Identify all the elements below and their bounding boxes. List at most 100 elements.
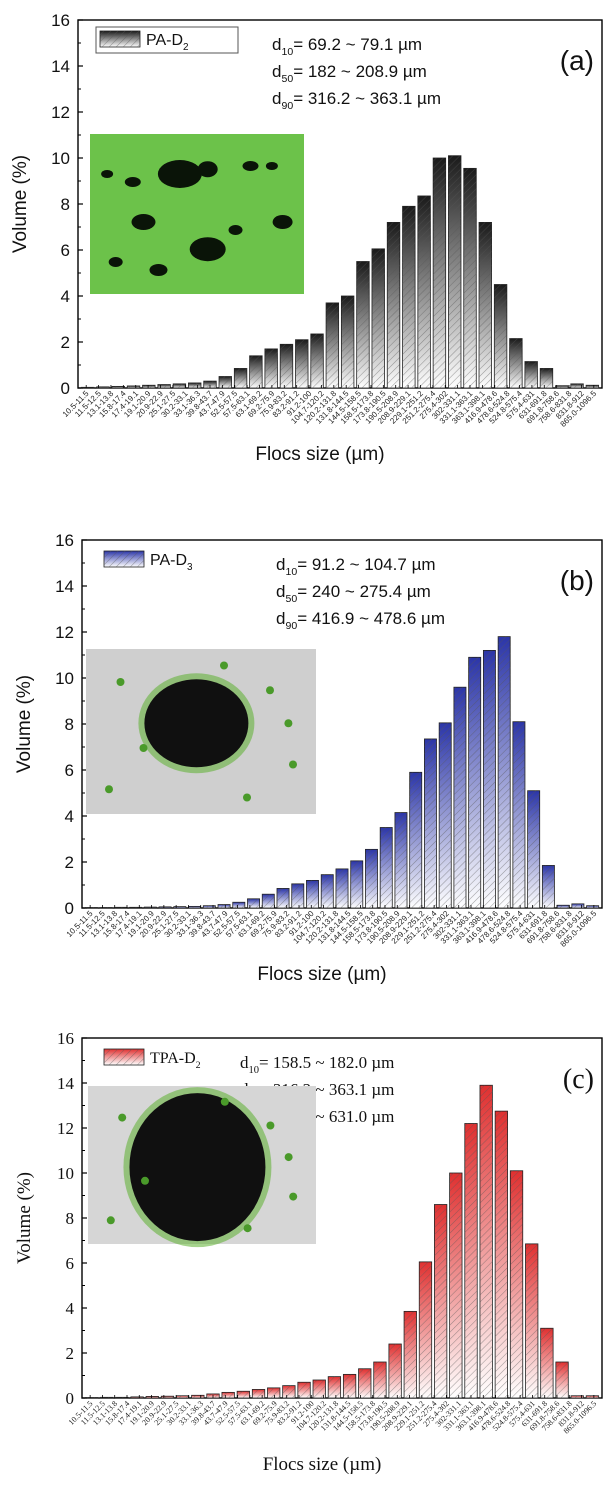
bar-hatch bbox=[464, 1123, 478, 1398]
bar-hatch bbox=[310, 333, 324, 388]
legend: PA-D2 bbox=[95, 26, 239, 54]
annotation-d10-main: d bbox=[276, 555, 285, 574]
bar bbox=[494, 1110, 508, 1399]
bar-hatch bbox=[358, 1368, 371, 1398]
legend-label-subscript: 2 bbox=[183, 42, 189, 53]
bar-hatch bbox=[527, 790, 540, 908]
bar bbox=[218, 376, 232, 389]
bar bbox=[340, 295, 355, 389]
y-tick-label: 4 bbox=[66, 1299, 75, 1318]
bar bbox=[525, 1243, 539, 1399]
x-axis-label: Flocs size (µm) bbox=[257, 964, 386, 985]
bar bbox=[468, 656, 482, 909]
bar bbox=[160, 1395, 175, 1399]
bar bbox=[158, 906, 172, 909]
y-tick-label: 14 bbox=[55, 577, 74, 596]
bar bbox=[202, 905, 216, 909]
floc-particle bbox=[101, 170, 114, 178]
bar-hatch bbox=[173, 383, 186, 388]
bar bbox=[267, 1387, 281, 1399]
bar-hatch bbox=[146, 1396, 159, 1398]
bar-hatch bbox=[176, 1395, 189, 1398]
bar-hatch bbox=[498, 636, 511, 908]
annotation-d90-subscript: 90 bbox=[285, 620, 297, 632]
annotation-d90-value: = 316.2 ~ 363.1 µm bbox=[293, 89, 441, 108]
bar bbox=[217, 904, 231, 909]
bar-hatch bbox=[96, 386, 110, 388]
bar bbox=[556, 904, 570, 909]
y-tick-label: 8 bbox=[65, 715, 74, 734]
bar bbox=[403, 1310, 417, 1399]
floc-particle bbox=[265, 162, 278, 170]
floc-particle bbox=[124, 177, 141, 187]
bar bbox=[509, 1170, 524, 1399]
bar bbox=[463, 167, 477, 389]
y-tick-label: 16 bbox=[51, 11, 70, 30]
y-tick-label: 0 bbox=[65, 899, 74, 918]
bar-hatch bbox=[328, 1376, 341, 1398]
y-tick-label: 12 bbox=[57, 1119, 74, 1138]
inset-background bbox=[90, 134, 304, 294]
bar-hatch bbox=[295, 339, 309, 388]
bar bbox=[173, 906, 187, 909]
bar-hatch bbox=[188, 906, 201, 908]
y-tick-label: 4 bbox=[61, 287, 70, 306]
bar-hatch bbox=[409, 772, 422, 908]
legend-label: TPA-D2 bbox=[150, 1050, 201, 1071]
bar-hatch bbox=[380, 827, 393, 908]
small-particle bbox=[141, 1176, 149, 1185]
floc-particle bbox=[157, 160, 202, 188]
bar-hatch bbox=[173, 906, 186, 908]
small-particle bbox=[220, 661, 228, 670]
bar-hatch bbox=[142, 385, 156, 388]
bar bbox=[453, 686, 467, 909]
y-tick-label: 6 bbox=[65, 761, 74, 780]
legend-label-main: PA-D bbox=[150, 552, 187, 569]
bar-hatch bbox=[262, 894, 275, 908]
y-tick-label: 16 bbox=[57, 1029, 74, 1048]
bar-hatch bbox=[264, 348, 278, 388]
annotation-d10-subscript: 10 bbox=[285, 566, 297, 578]
bar bbox=[157, 384, 171, 389]
bar bbox=[585, 1395, 600, 1399]
bar-hatch bbox=[297, 1382, 311, 1398]
bar bbox=[371, 248, 385, 389]
bar-hatch bbox=[249, 355, 263, 388]
bar bbox=[373, 1361, 387, 1399]
bar bbox=[571, 903, 585, 909]
bar bbox=[402, 205, 416, 389]
small-particle bbox=[220, 1097, 229, 1106]
bar-hatch bbox=[439, 722, 452, 908]
bar bbox=[512, 721, 526, 909]
y-tick-label: 8 bbox=[66, 1209, 75, 1228]
bar bbox=[233, 368, 248, 389]
annotation-d10-value: = 91.2 ~ 104.7 µm bbox=[297, 555, 435, 574]
bar-hatch bbox=[203, 381, 217, 388]
legend-label: PA-D3 bbox=[150, 552, 193, 573]
bar-hatch bbox=[252, 1389, 265, 1398]
y-tick-label: 4 bbox=[65, 807, 74, 826]
bar-hatch bbox=[388, 1344, 402, 1398]
floc-particle bbox=[228, 225, 243, 235]
bar-hatch bbox=[280, 344, 293, 388]
y-tick-label: 2 bbox=[65, 853, 74, 872]
inset-micrograph bbox=[90, 134, 304, 294]
bar bbox=[247, 898, 260, 909]
bar bbox=[335, 868, 349, 909]
legend-label-main: TPA-D bbox=[150, 1050, 196, 1067]
y-tick-label: 14 bbox=[51, 57, 70, 76]
annotation-d50-subscript: 50 bbox=[285, 593, 297, 605]
legend-swatch-hatch bbox=[100, 31, 140, 47]
bar-hatch bbox=[313, 1380, 326, 1398]
bar-hatch bbox=[326, 302, 339, 388]
bar bbox=[188, 905, 202, 909]
small-particle bbox=[116, 678, 125, 686]
bar-hatch bbox=[129, 907, 142, 908]
floc-particle bbox=[272, 215, 293, 229]
bar bbox=[100, 1396, 114, 1399]
bar bbox=[80, 386, 95, 389]
bar bbox=[394, 812, 408, 909]
x-axis-label: Flocs size (µm) bbox=[263, 1454, 382, 1475]
